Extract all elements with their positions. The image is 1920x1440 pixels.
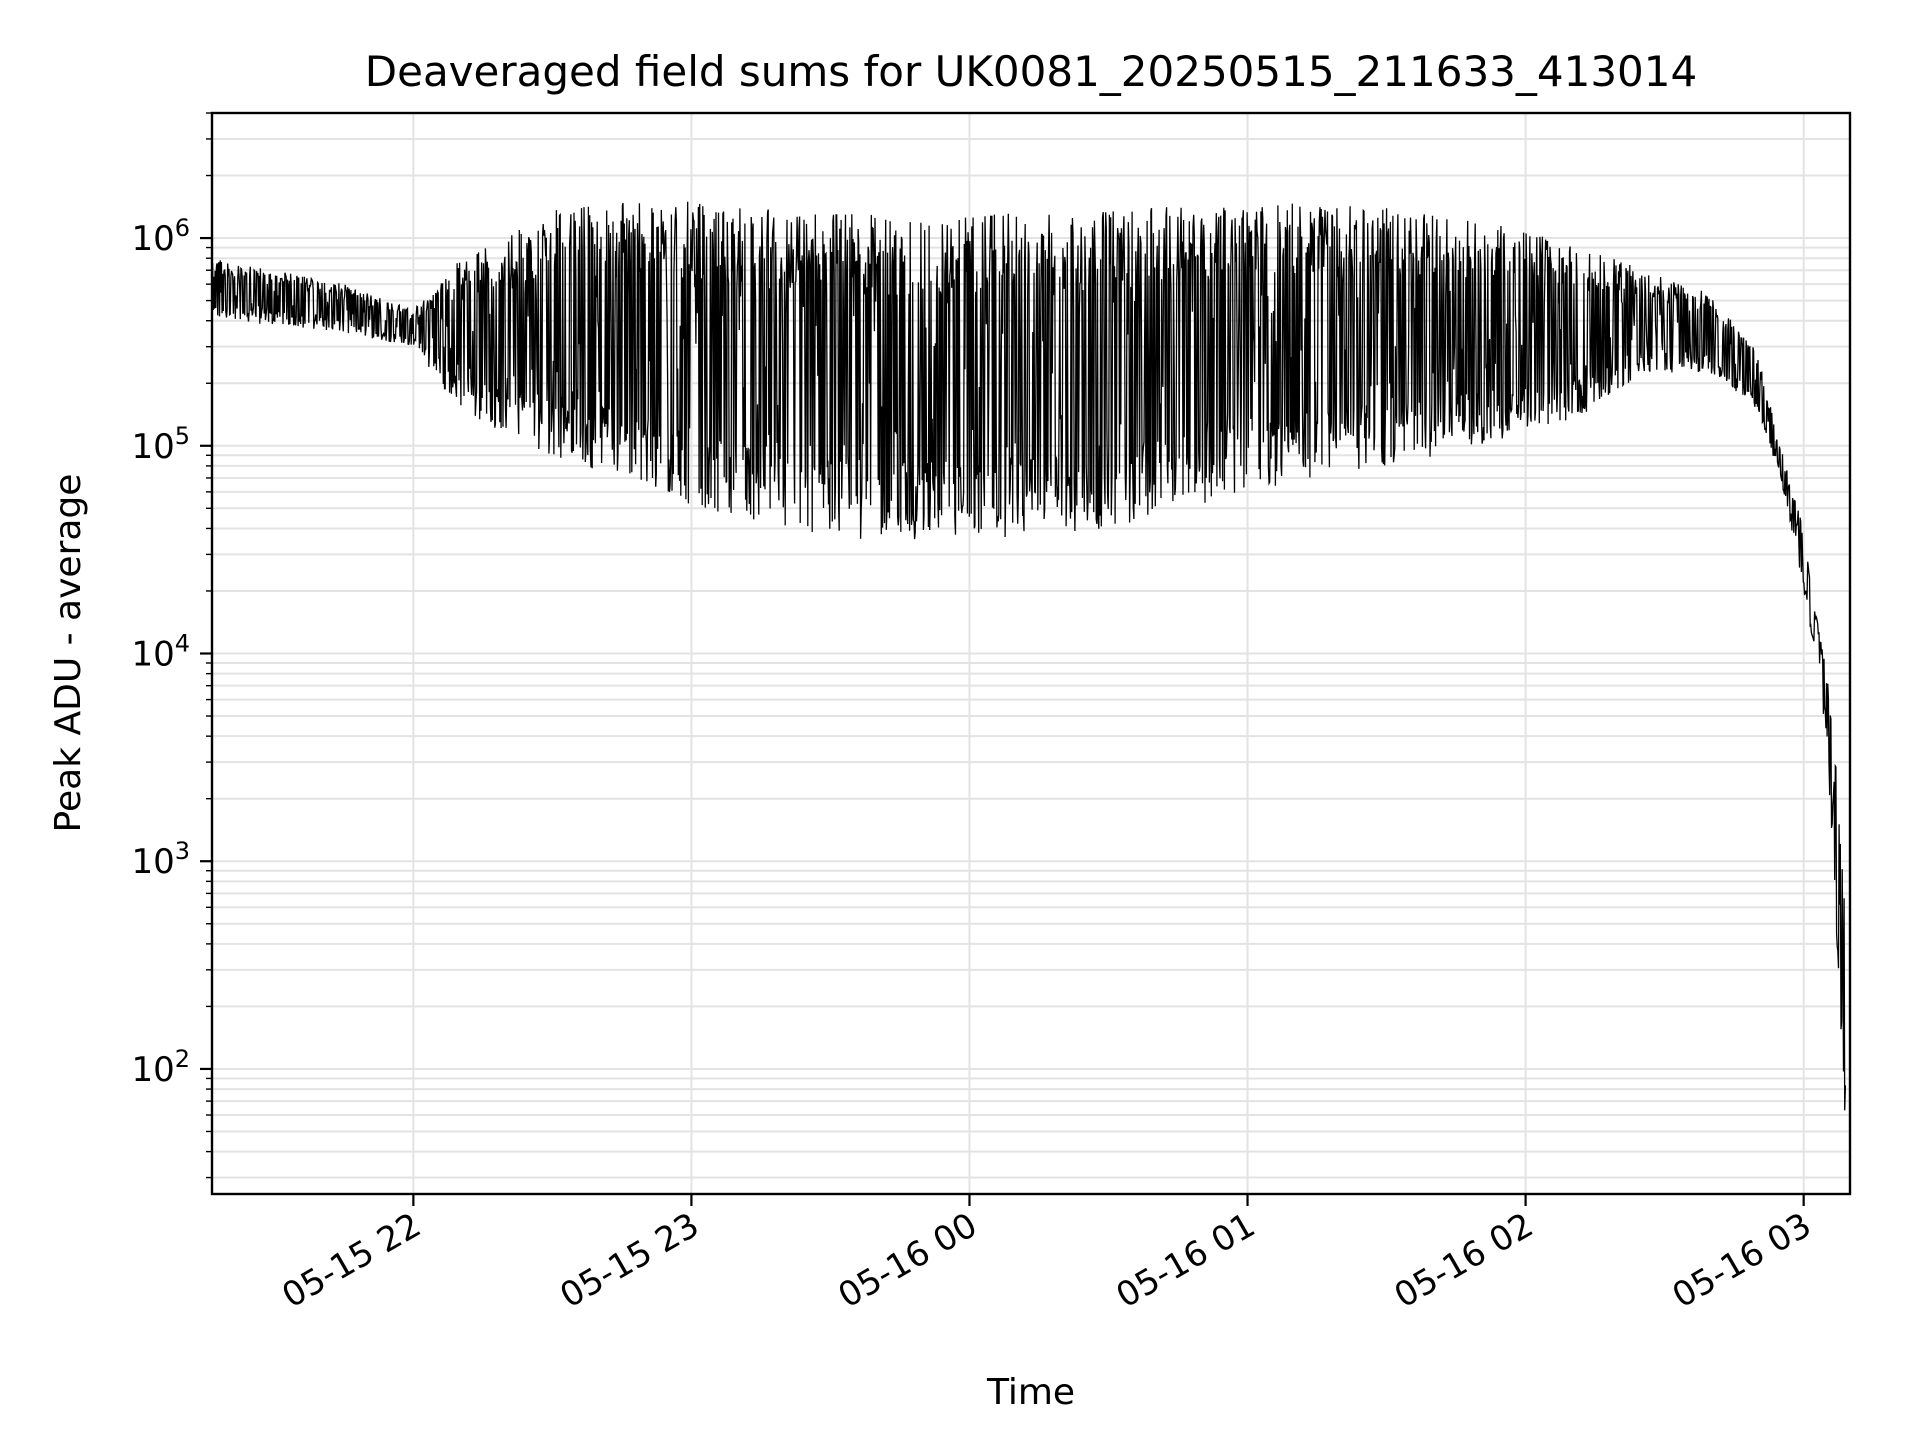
x-tick-label: 05-16 00 <box>832 1205 984 1316</box>
y-axis: 102 103 104 105 106 <box>131 112 212 1179</box>
x-axis: 05-15 22 05-15 23 05-16 00 05-16 01 05-16 02… <box>275 1194 1818 1316</box>
x-tick-label: 05-15 22 <box>275 1205 427 1316</box>
chart-title: Deaveraged field sums for UK0081_2025051… <box>365 47 1697 96</box>
series-layer <box>211 201 1847 1111</box>
x-axis-label: Time <box>986 1372 1075 1413</box>
series-line <box>211 201 1847 1111</box>
y-tick-label: 102 <box>131 1045 190 1090</box>
x-tick-label: 05-16 01 <box>1110 1205 1262 1316</box>
y-tick-label: 103 <box>131 837 190 882</box>
x-tick-label: 05-16 02 <box>1388 1205 1540 1316</box>
y-axis-label: Peak ADU - average <box>48 474 89 833</box>
x-tick-label: 05-16 03 <box>1666 1205 1818 1316</box>
y-tick-label: 105 <box>131 422 190 467</box>
y-tick-label: 106 <box>131 214 190 259</box>
x-tick-label: 05-15 23 <box>554 1205 706 1316</box>
y-tick-label: 104 <box>131 630 190 675</box>
